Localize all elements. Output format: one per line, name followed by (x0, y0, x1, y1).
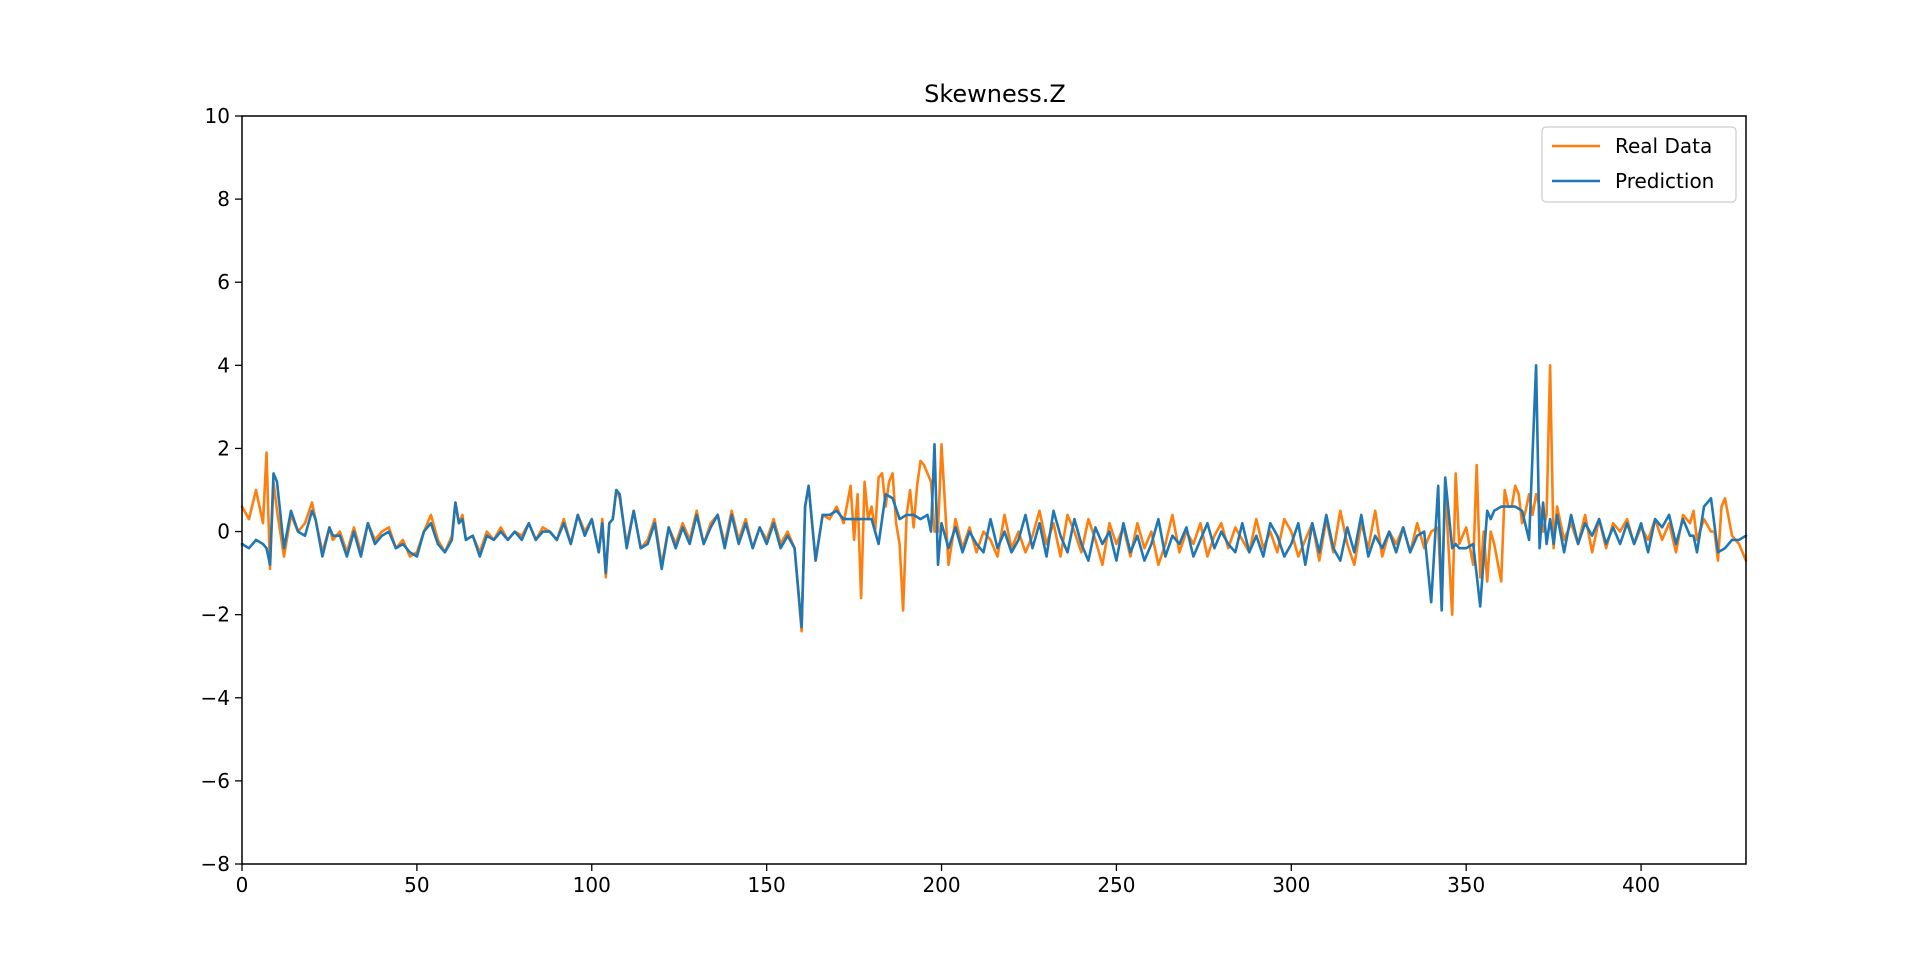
y-tick-label: 4 (217, 353, 230, 377)
x-tick-label: 250 (1097, 873, 1135, 897)
y-tick-label: 6 (217, 270, 230, 294)
x-tick-label: 50 (404, 873, 429, 897)
x-tick-label: 300 (1272, 873, 1310, 897)
x-tick-label: 400 (1622, 873, 1660, 897)
plot-area-frame (242, 116, 1746, 864)
y-tick-label: −6 (201, 769, 230, 793)
legend-label-real-data: Real Data (1615, 134, 1712, 158)
x-tick-label: 0 (236, 873, 249, 897)
y-axis: −8 −6 −4 −2 0 2 4 6 8 10 (201, 104, 242, 876)
y-tick-label: 8 (217, 187, 230, 211)
y-tick-label: 0 (217, 520, 230, 544)
x-tick-label: 200 (922, 873, 960, 897)
chart-title: Skewness.Z (924, 80, 1066, 108)
legend: Real Data Prediction (1542, 127, 1736, 202)
series-layer (242, 365, 1746, 631)
legend-label-prediction: Prediction (1615, 169, 1714, 193)
y-tick-label: 10 (205, 104, 230, 128)
x-axis: 0 50 100 150 200 250 300 350 400 (236, 864, 1661, 897)
x-tick-label: 100 (573, 873, 611, 897)
x-tick-label: 150 (748, 873, 786, 897)
y-tick-label: 2 (217, 436, 230, 460)
series-line-real-data (242, 365, 1746, 631)
series-line-prediction (242, 365, 1746, 627)
x-tick-label: 350 (1447, 873, 1485, 897)
y-tick-label: −8 (201, 852, 230, 876)
y-tick-label: −4 (201, 686, 230, 710)
y-tick-label: −2 (201, 603, 230, 627)
